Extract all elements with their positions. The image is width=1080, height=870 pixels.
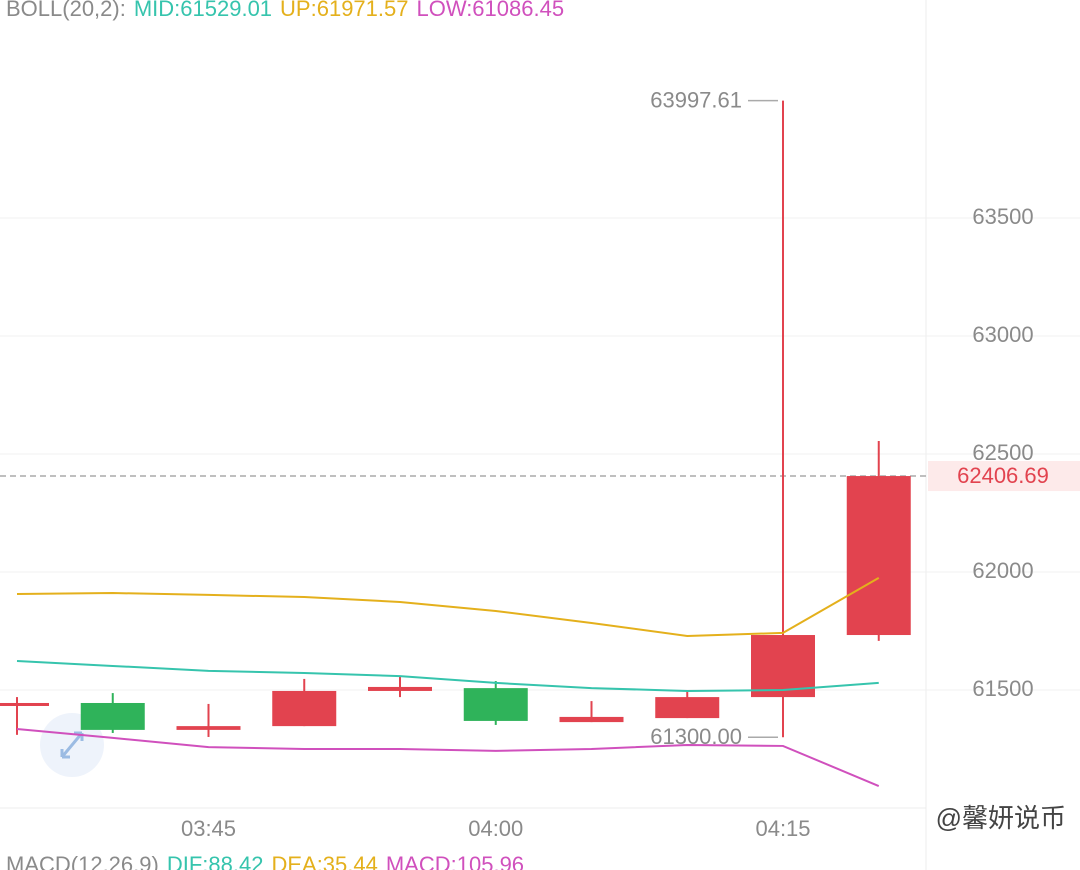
boll-line xyxy=(16,727,880,787)
price-tag xyxy=(928,461,1080,492)
candle-body xyxy=(751,635,815,698)
y-tick-label: 61500 xyxy=(972,676,1033,701)
candle-body xyxy=(272,690,337,727)
watermark: @馨妍说币 xyxy=(936,803,1066,833)
x-tick-label: 04:15 xyxy=(755,816,810,841)
boll-line xyxy=(16,577,880,637)
candle-body xyxy=(846,476,911,636)
legend-item: MID:61529.01 xyxy=(134,0,272,21)
macd-item: DEA:35.44 xyxy=(271,852,377,870)
macd-item: MACD:105.96 xyxy=(386,852,524,870)
annotation-label: 61300.00 xyxy=(650,724,742,749)
price-tag-label: 62406.69 xyxy=(957,463,1049,488)
legend-title: BOLL(20,2): xyxy=(6,0,126,21)
annotation-label: 63997.61 xyxy=(650,87,742,112)
legend-item: LOW:61086.45 xyxy=(416,0,564,21)
candle-body xyxy=(80,702,145,730)
candle-body xyxy=(0,702,49,706)
candle-body xyxy=(463,688,528,721)
x-tick-label: 04:00 xyxy=(468,816,523,841)
boll-legend: BOLL(20,2): MID:61529.01 UP:61971.57 LOW:61… xyxy=(6,0,564,21)
candle-body xyxy=(655,697,720,719)
y-tick-label: 62000 xyxy=(972,558,1033,583)
candle-body xyxy=(368,686,432,691)
legend-item: UP:61971.57 xyxy=(280,0,408,21)
candle-body xyxy=(559,716,624,723)
x-tick-label: 03:45 xyxy=(181,816,236,841)
macd-legend: MACD(12,26,9) DIF:88.42 DEA:35.44 MACD:105.… xyxy=(6,852,524,870)
y-tick-label: 63000 xyxy=(972,322,1033,347)
macd-item: DIF:88.42 xyxy=(167,852,264,870)
macd-title: MACD(12,26,9) xyxy=(6,852,159,870)
y-tick-label: 63500 xyxy=(972,204,1033,229)
boll-line xyxy=(16,659,879,692)
expand-icon xyxy=(60,731,84,759)
y-tick-label: 62500 xyxy=(972,440,1033,465)
candle-body xyxy=(176,726,241,730)
